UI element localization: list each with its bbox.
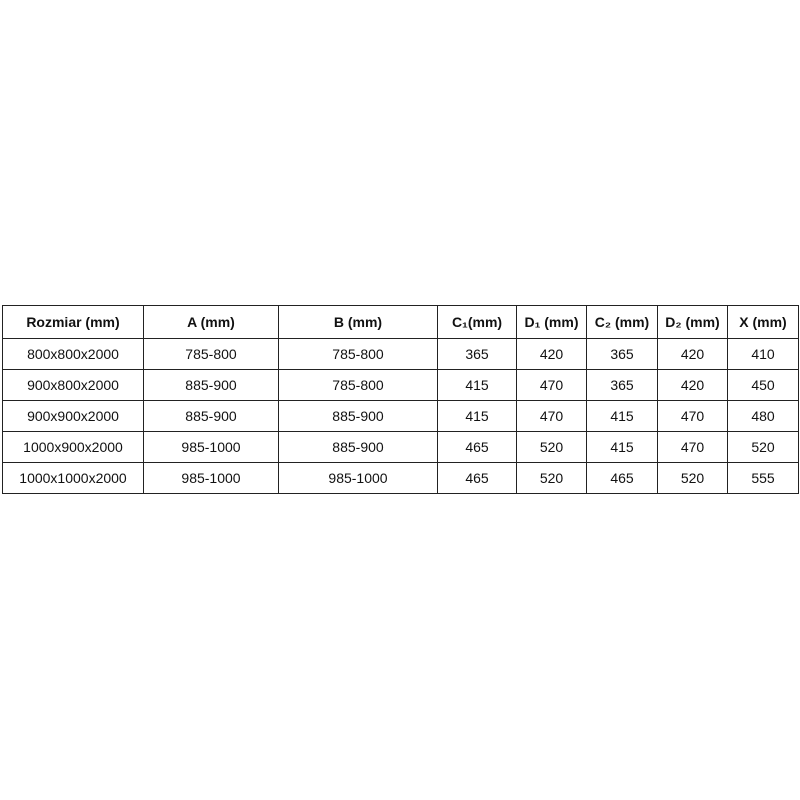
table-cell: 465	[586, 462, 658, 494]
table-cell: 885-900	[143, 400, 279, 432]
table-row: 1000x900x2000 985-1000 885-900 465 520 415 470…	[2, 431, 799, 463]
table-row: 800x800x2000 785-800 785-800 365 420 365 420 41…	[2, 338, 799, 370]
table-cell: 800x800x2000	[2, 338, 144, 370]
table-cell: 1000x1000x2000	[2, 462, 144, 494]
table-row: 900x800x2000 885-900 785-800 415 470 365 420 45…	[2, 369, 799, 401]
table-cell: 420	[516, 338, 587, 370]
table-cell: 520	[516, 431, 587, 463]
table-cell: 985-1000	[143, 462, 279, 494]
table-cell: 465	[437, 431, 517, 463]
table-cell: 365	[586, 369, 658, 401]
table-row: 1000x1000x2000 985-1000 985-1000 465 520 465 5…	[2, 462, 799, 494]
table-cell: 415	[437, 369, 517, 401]
column-header: C₁(mm)	[437, 305, 517, 339]
table-cell: 470	[516, 369, 587, 401]
table-cell: 415	[586, 431, 658, 463]
table-cell: 420	[657, 369, 728, 401]
table-cell: 365	[437, 338, 517, 370]
table-cell: 520	[727, 431, 799, 463]
table-cell: 480	[727, 400, 799, 432]
table-cell: 900x900x2000	[2, 400, 144, 432]
column-header: D₁ (mm)	[516, 305, 587, 339]
table-cell: 885-900	[143, 369, 279, 401]
table-cell: 785-800	[278, 338, 438, 370]
table-cell: 985-1000	[278, 462, 438, 494]
column-header: D₂ (mm)	[657, 305, 728, 339]
table-cell: 365	[586, 338, 658, 370]
table-cell: 520	[516, 462, 587, 494]
table-cell: 520	[657, 462, 728, 494]
table-cell: 420	[657, 338, 728, 370]
table-cell: 415	[586, 400, 658, 432]
table-cell: 785-800	[278, 369, 438, 401]
table-cell: 885-900	[278, 400, 438, 432]
table-cell: 900x800x2000	[2, 369, 144, 401]
column-header: C₂ (mm)	[586, 305, 658, 339]
table-cell: 555	[727, 462, 799, 494]
table-cell: 470	[657, 431, 728, 463]
table-cell: 885-900	[278, 431, 438, 463]
table-cell: 470	[657, 400, 728, 432]
table-cell: 470	[516, 400, 587, 432]
table-cell: 465	[437, 462, 517, 494]
table-cell: 450	[727, 369, 799, 401]
column-header: B (mm)	[278, 305, 438, 339]
column-header: Rozmiar (mm)	[2, 305, 144, 339]
column-header: A (mm)	[143, 305, 279, 339]
table-cell: 785-800	[143, 338, 279, 370]
table-row: 900x900x2000 885-900 885-900 415 470 415 470 48…	[2, 400, 799, 432]
header-row: Rozmiar (mm) A (mm) B (mm) C₁(mm) D₁ (mm) C₂ …	[2, 305, 799, 339]
dimensions-table: Rozmiar (mm) A (mm) B (mm) C₁(mm) D₁ (mm) C₂ …	[2, 305, 799, 494]
table-cell: 410	[727, 338, 799, 370]
column-header: X (mm)	[727, 305, 799, 339]
table-cell: 415	[437, 400, 517, 432]
table-cell: 1000x900x2000	[2, 431, 144, 463]
table-cell: 985-1000	[143, 431, 279, 463]
